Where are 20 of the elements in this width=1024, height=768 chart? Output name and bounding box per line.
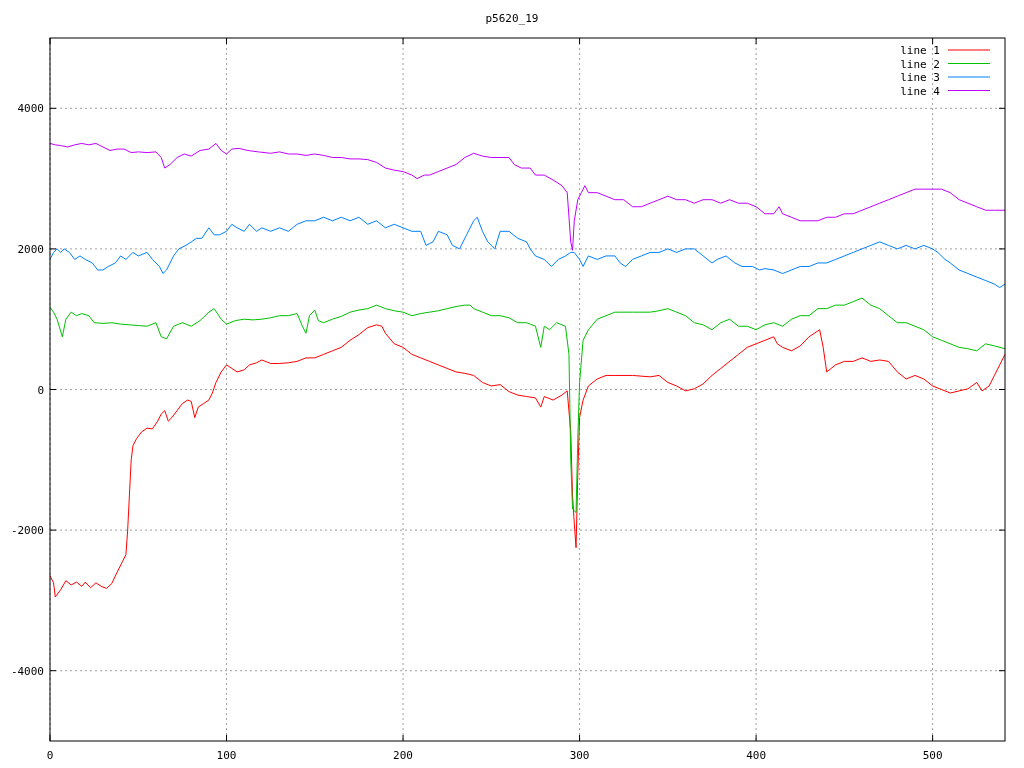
line-series bbox=[49, 297, 1006, 514]
line-series bbox=[49, 324, 1006, 598]
x-tick-label: 300 bbox=[569, 749, 590, 762]
legend-label: line 3 bbox=[900, 71, 940, 84]
y-tick-label: -2000 bbox=[10, 524, 44, 538]
y-tick-label: 4000 bbox=[17, 102, 44, 116]
chart-title: p5620_19 bbox=[485, 12, 539, 25]
y-tick-label: 2000 bbox=[17, 242, 44, 256]
x-tick-label: 500 bbox=[922, 749, 943, 762]
y-tick-label: 0 bbox=[37, 383, 44, 397]
line-series bbox=[49, 216, 1006, 289]
legend-label: line 1 bbox=[900, 44, 940, 57]
legend-label: line 2 bbox=[900, 57, 940, 71]
x-tick-label: 200 bbox=[393, 749, 413, 762]
legend-label: line 4 bbox=[900, 84, 941, 98]
y-tick-label: -4000 bbox=[10, 664, 44, 678]
x-tick-label: 0 bbox=[46, 749, 54, 762]
x-tick-label: 400 bbox=[746, 749, 767, 762]
line-series bbox=[49, 142, 1006, 251]
x-tick-label: 100 bbox=[216, 749, 237, 762]
